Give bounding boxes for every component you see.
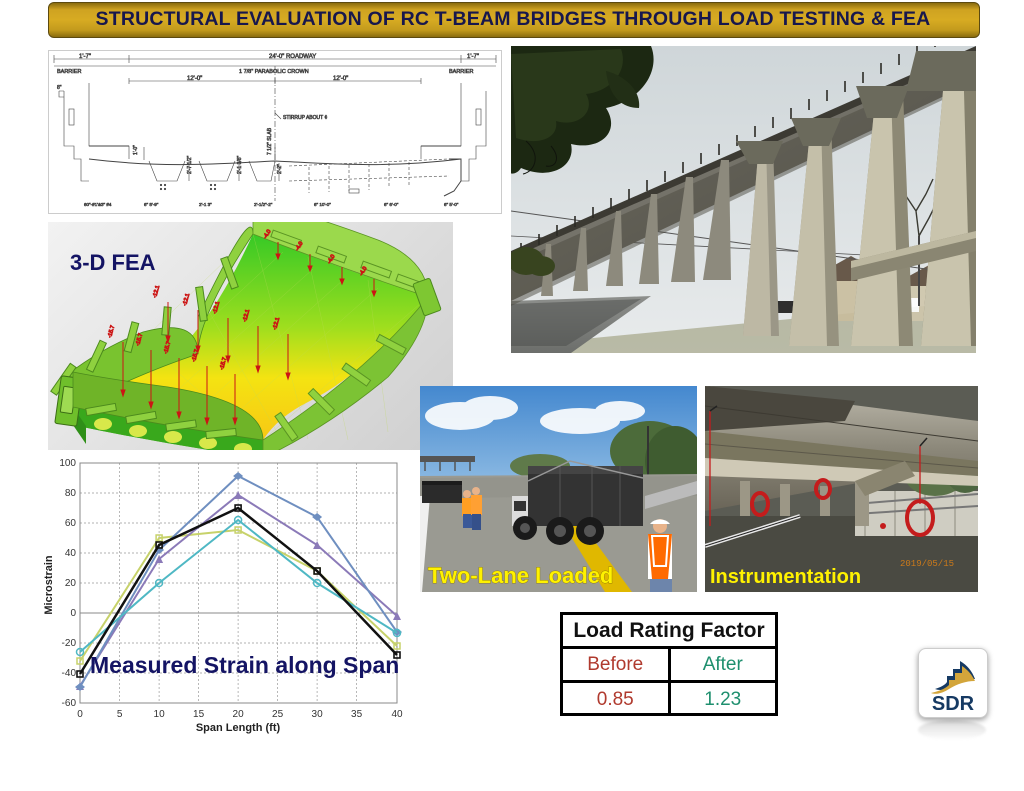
svg-text:40: 40	[65, 548, 77, 559]
svg-text:3-D FEA: 3-D FEA	[70, 250, 156, 275]
svg-text:6" 8'-9": 6" 8'-9"	[144, 202, 159, 207]
svg-text:12'-0": 12'-0"	[333, 76, 348, 82]
svg-text:25: 25	[272, 709, 284, 720]
svg-text:Instrumentation: Instrumentation	[710, 566, 861, 588]
svg-text:1 7/8" PARABOLIC CROWN: 1 7/8" PARABOLIC CROWN	[239, 69, 309, 75]
svg-text:2'-2": 2'-2"	[277, 164, 283, 174]
svg-text:6" 6'-0": 6" 6'-0"	[384, 202, 399, 207]
svg-text:Microstrain: Microstrain	[43, 555, 55, 615]
svg-text:Measured Strain along Span: Measured Strain along Span	[90, 652, 399, 678]
svg-text:2'-1 3/8": 2'-1 3/8"	[237, 155, 243, 174]
svg-text:6" 10'-0": 6" 10'-0"	[314, 202, 331, 207]
svg-text:35: 35	[351, 709, 363, 720]
svg-text:2'-1/2"-2": 2'-1/2"-2"	[254, 202, 273, 207]
svg-text:80: 80	[65, 488, 77, 499]
svg-text:BARRIER: BARRIER	[57, 69, 81, 75]
svg-text:0: 0	[70, 608, 76, 619]
svg-text:1'-7": 1'-7"	[79, 54, 91, 60]
svg-text:24'-0" ROADWAY: 24'-0" ROADWAY	[269, 54, 316, 60]
svg-text:Two-Lane Loaded: Two-Lane Loaded	[428, 563, 613, 588]
svg-text:20: 20	[65, 578, 77, 589]
svg-text:1'-0": 1'-0"	[133, 145, 139, 155]
svg-text:-40: -40	[62, 668, 77, 679]
svg-text:1'-7": 1'-7"	[467, 54, 479, 60]
svg-text:2019/05/15: 2019/05/15	[900, 559, 954, 569]
svg-text:-12.1: -12.1	[152, 285, 161, 299]
svg-text:100: 100	[59, 458, 76, 469]
svg-text:7 1/2" SLAB: 7 1/2" SLAB	[267, 127, 273, 155]
svg-text:SDR: SDR	[932, 693, 975, 715]
svg-text:20: 20	[233, 709, 245, 720]
svg-text:STIRRUP ABOUT ¢: STIRRUP ABOUT ¢	[283, 115, 327, 121]
svg-text:-60: -60	[62, 698, 77, 709]
svg-text:2'-7 1/2": 2'-7 1/2"	[187, 155, 193, 174]
svg-text:12'-0": 12'-0"	[187, 76, 202, 82]
svg-text:-12.1: -12.1	[182, 293, 191, 307]
svg-text:2'-1 3": 2'-1 3"	[199, 202, 212, 207]
svg-text:Span Length (ft): Span Length (ft)	[196, 722, 281, 734]
svg-text:10: 10	[154, 709, 166, 720]
svg-text:0: 0	[77, 709, 83, 720]
svg-text:BARRIER: BARRIER	[449, 69, 473, 75]
svg-text:6" 5'-0": 6" 5'-0"	[444, 202, 459, 207]
svg-text:60"-#1'&3" #4: 60"-#1'&3" #4	[84, 202, 112, 207]
svg-text:-15.7: -15.7	[107, 325, 116, 339]
svg-text:-20: -20	[62, 638, 77, 649]
svg-text:5: 5	[117, 709, 123, 720]
svg-text:30: 30	[312, 709, 324, 720]
svg-text:40: 40	[391, 709, 403, 720]
svg-text:8": 8"	[57, 85, 62, 91]
svg-text:15: 15	[193, 709, 205, 720]
svg-text:60: 60	[65, 518, 77, 529]
